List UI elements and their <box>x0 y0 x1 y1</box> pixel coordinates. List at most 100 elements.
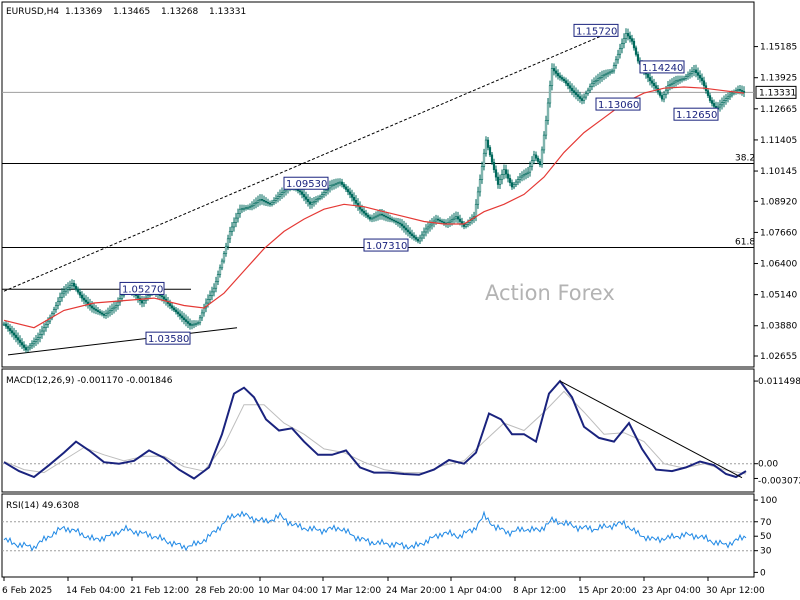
candle-body <box>40 330 44 335</box>
candle-body <box>724 98 728 101</box>
candle-body <box>232 222 236 228</box>
candle-body <box>738 89 742 91</box>
candle-body <box>480 166 484 180</box>
candle-body <box>558 75 562 78</box>
price-tick-label: 1.06400 <box>760 260 797 270</box>
candle-body <box>310 202 314 205</box>
candle-body <box>22 344 26 348</box>
candle-body <box>394 220 398 223</box>
candle-body <box>68 284 72 288</box>
candle-body <box>706 90 710 96</box>
candle-body <box>304 196 308 200</box>
candle-body <box>404 227 408 231</box>
candle-body <box>42 327 46 332</box>
candle-body <box>646 73 650 78</box>
candle-body <box>492 161 496 170</box>
candle-body <box>658 91 662 96</box>
price-tick-label: 1.08920 <box>760 197 797 207</box>
candle-body <box>230 226 234 232</box>
candle-body <box>334 183 338 185</box>
candle-body <box>212 287 216 293</box>
candle-body <box>570 87 574 91</box>
candle-body <box>572 90 576 93</box>
candle-body <box>458 218 462 222</box>
fib-level-label: 38.2 <box>735 154 755 164</box>
candle-body <box>180 315 184 319</box>
candle-body <box>272 200 276 203</box>
candle-body <box>694 69 698 73</box>
candle-body <box>502 169 506 175</box>
candle-body <box>726 96 730 99</box>
candle-body <box>100 312 104 315</box>
candle-body <box>72 282 76 287</box>
price-tick-label: 1.11405 <box>760 136 797 146</box>
price-tick-label: 1.02655 <box>760 352 797 362</box>
candle-body <box>38 334 42 338</box>
candle-body <box>86 301 90 305</box>
candle-body <box>266 201 270 204</box>
candle-body <box>522 174 526 177</box>
candle-body <box>604 73 608 76</box>
macd-tick-label: 0.00 <box>758 460 778 470</box>
candle-body <box>576 94 580 97</box>
candle-body <box>374 215 378 218</box>
price-pane-frame <box>1 1 755 368</box>
macd-trendline <box>559 380 743 479</box>
candle-body <box>476 191 480 205</box>
rsi-line <box>3 510 747 552</box>
candle-body <box>258 199 262 202</box>
candle-body <box>610 70 614 73</box>
candle-body <box>362 210 366 214</box>
candle-body <box>146 295 150 299</box>
candle-body <box>654 85 658 89</box>
candle-body <box>516 179 520 183</box>
price-label: 1.03580 <box>148 334 189 345</box>
candle-body <box>202 307 206 314</box>
candle-body <box>84 299 88 303</box>
candle-body <box>198 317 202 324</box>
candle-body <box>660 95 664 100</box>
candle-body <box>684 76 688 79</box>
candle-body <box>36 337 40 340</box>
candle-body <box>338 181 342 184</box>
candle-body <box>328 185 332 189</box>
candle-body <box>648 77 652 82</box>
candle-body <box>424 228 428 233</box>
candle-body <box>262 200 266 202</box>
price-label: 1.13060 <box>598 100 639 111</box>
time-tick-label: 6 Feb 2025 <box>2 586 52 596</box>
price-label-box <box>639 60 685 74</box>
candle-body <box>302 194 306 198</box>
candle-body <box>674 80 678 83</box>
candle-body <box>94 308 98 311</box>
candle-body <box>414 237 418 240</box>
candle-body <box>352 197 356 201</box>
candle-body <box>340 181 344 185</box>
candle-body <box>488 147 492 156</box>
candle-body <box>622 38 626 44</box>
candle-body <box>562 78 566 82</box>
candle-body <box>512 184 516 188</box>
candle-body <box>396 221 400 224</box>
candle-body <box>510 182 514 188</box>
candle-body <box>736 89 740 91</box>
candle-body <box>62 290 66 294</box>
candle-body <box>216 274 220 282</box>
candle-body <box>538 161 542 166</box>
time-tick-label: 24 Mar 20:00 <box>386 586 446 596</box>
ohlc-open: 1.13369 <box>65 7 102 17</box>
candle-body <box>136 295 140 299</box>
candle-body <box>210 291 214 296</box>
time-tick-label: 17 Mar 12:00 <box>321 586 381 596</box>
candle-body <box>390 218 394 221</box>
candle-body <box>92 307 96 310</box>
candle-body <box>106 311 110 315</box>
candle-body <box>114 305 118 308</box>
candle-body <box>552 68 556 72</box>
candle-body <box>580 98 584 101</box>
candle-body <box>436 218 440 221</box>
candle-body <box>682 78 686 80</box>
candle-body <box>12 332 16 336</box>
time-tick-label: 30 Apr 12:00 <box>706 586 765 596</box>
